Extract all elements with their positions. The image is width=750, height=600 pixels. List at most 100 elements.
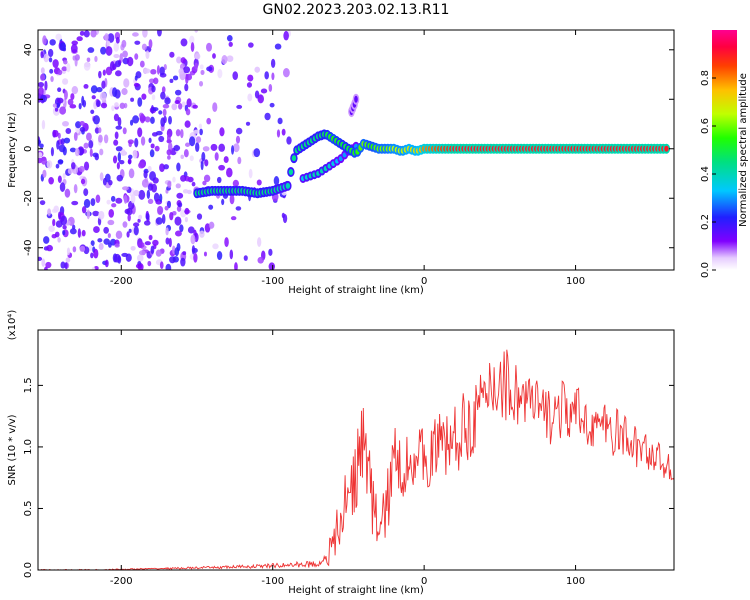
spectrogram-noise-mark	[123, 194, 128, 204]
spectrogram-noise-mark	[76, 36, 83, 42]
spectrogram-noise-mark	[155, 249, 162, 257]
spectrogram-noise-mark	[247, 42, 254, 48]
spectrogram-noise-mark	[74, 54, 80, 61]
spectrogram-noise-mark	[141, 43, 147, 51]
spectrogram-noise-mark	[134, 53, 139, 60]
y-tick-label: 0	[23, 146, 34, 152]
snr-y-multiplier: (x10⁴)	[7, 310, 18, 341]
y-tick-label: 0.5	[23, 501, 34, 517]
spectrogram-noise-mark	[226, 55, 234, 62]
spectrogram-noise-mark	[103, 134, 109, 144]
x-tick-label: -100	[261, 576, 284, 587]
spectrogram-noise-mark	[276, 129, 281, 138]
spectrogram-noise-mark	[257, 237, 262, 247]
spectrogram-noise-mark	[102, 69, 106, 76]
spectrogram-noise-mark	[39, 200, 46, 206]
spectrogram-noise-mark	[80, 178, 86, 185]
spectrogram-noise-mark	[174, 216, 182, 226]
spectrogram-noise-mark	[62, 224, 67, 230]
spectrogram-noise-mark	[133, 189, 140, 197]
spectrogram-noise-mark	[127, 158, 132, 165]
spectrogram-noise-mark	[86, 132, 92, 141]
spectrogram-noise-mark	[256, 179, 262, 186]
x-tick-label: 100	[566, 576, 585, 587]
spectrogram-noise-mark	[235, 127, 243, 135]
spectrogram-noise-mark	[194, 53, 201, 60]
spectrogram-noise-mark	[62, 230, 66, 236]
spectrogram-trace-mark	[291, 155, 297, 162]
spectrogram-noise-mark	[63, 137, 71, 144]
spectrogram-y-label: Frequency (Hz)	[7, 112, 18, 188]
spectrogram-noise-mark	[122, 127, 127, 135]
x-tick-label: 0	[421, 276, 427, 287]
spectrogram-noise-mark	[82, 99, 87, 108]
spectrogram-noise-mark	[90, 85, 98, 94]
spectrogram-noise-mark	[253, 148, 261, 158]
spectrogram-noise-mark	[198, 123, 203, 129]
spectrogram-noise-mark	[145, 50, 150, 60]
spectrogram-noise-mark	[177, 202, 183, 208]
spectrogram-noise-mark	[159, 193, 163, 202]
spectrogram-noise-mark	[49, 68, 54, 74]
spectrogram-noise-mark	[185, 74, 189, 84]
spectrogram-noise-mark	[208, 204, 214, 210]
spectrogram-noise-mark	[203, 251, 207, 257]
spectrogram-noise-mark	[113, 253, 121, 263]
spectrogram-trace-mark	[285, 182, 291, 189]
spectrogram-noise-mark	[55, 163, 60, 169]
spectrogram-noise-mark	[206, 42, 212, 52]
spectrogram-noise-mark	[165, 237, 170, 245]
spectrogram-noise-mark	[158, 135, 165, 143]
spectrogram-noise-mark	[202, 146, 210, 152]
spectrogram-noise-mark	[105, 46, 113, 56]
spectrogram-noise-mark	[180, 57, 186, 64]
spectrogram-noise-mark	[87, 47, 95, 53]
spectrogram-noise-mark	[192, 104, 198, 109]
spectrogram-noise-mark	[57, 211, 62, 220]
spectrogram-noise-mark	[95, 194, 101, 204]
spectrogram-noise-mark	[94, 154, 99, 161]
spectrogram-noise-mark	[155, 217, 163, 225]
spectrogram-noise-mark	[264, 71, 269, 80]
spectrogram-noise-mark	[229, 249, 234, 260]
spectrogram-noise-mark	[83, 30, 90, 38]
spectrogram-noise-mark	[135, 263, 143, 269]
spectrogram-noise-mark	[48, 225, 55, 232]
spectrogram-noise-mark	[235, 135, 241, 144]
spectrogram-noise-mark	[79, 126, 86, 133]
spectrogram-noise-mark	[42, 35, 47, 45]
spectrogram-noise-mark	[194, 30, 198, 33]
spectrogram-noise-mark	[114, 131, 119, 140]
spectrogram-noise-mark	[147, 165, 152, 172]
spectrogram-noise-mark	[114, 243, 120, 248]
spectrogram-noise-mark	[108, 242, 112, 248]
spectrogram-noise-mark	[190, 234, 196, 245]
spectrogram-noise-mark	[139, 60, 145, 68]
spectrogram-noise-mark	[110, 195, 116, 202]
spectrogram-noise-mark	[185, 108, 191, 116]
spectrogram-noise-mark	[174, 89, 182, 96]
spectrogram-noise-mark	[98, 127, 102, 134]
spectrogram-noise-mark	[101, 80, 106, 89]
spectrogram-noise-mark	[212, 102, 218, 113]
spectrogram-noise-mark	[113, 113, 120, 122]
spectrogram-noise-mark	[114, 102, 119, 108]
spectrogram-noise-mark	[245, 121, 251, 126]
spectrogram-noise-mark	[199, 64, 204, 70]
spectrogram-noise-mark	[216, 251, 223, 261]
spectrogram-noise-mark	[196, 213, 203, 220]
spectrogram-noise-mark	[43, 266, 48, 270]
spectrogram-noise-mark	[270, 58, 276, 68]
spectrogram-noise-mark	[126, 56, 134, 67]
spectrogram-noise-mark	[132, 149, 138, 159]
spectrogram-noise-mark	[77, 228, 81, 238]
spectrogram-noise-mark	[40, 51, 44, 59]
spectrogram-noise-mark	[59, 106, 67, 115]
spectrogram-noise-mark	[90, 30, 97, 38]
spectrogram-noise-mark	[200, 69, 205, 76]
spectrogram-noise-mark	[56, 140, 60, 150]
spectrogram-noise-mark	[175, 129, 181, 137]
spectrogram-noise-mark	[128, 228, 132, 233]
x-tick-label: -100	[261, 276, 284, 287]
spectrogram-noise-mark	[143, 170, 148, 179]
